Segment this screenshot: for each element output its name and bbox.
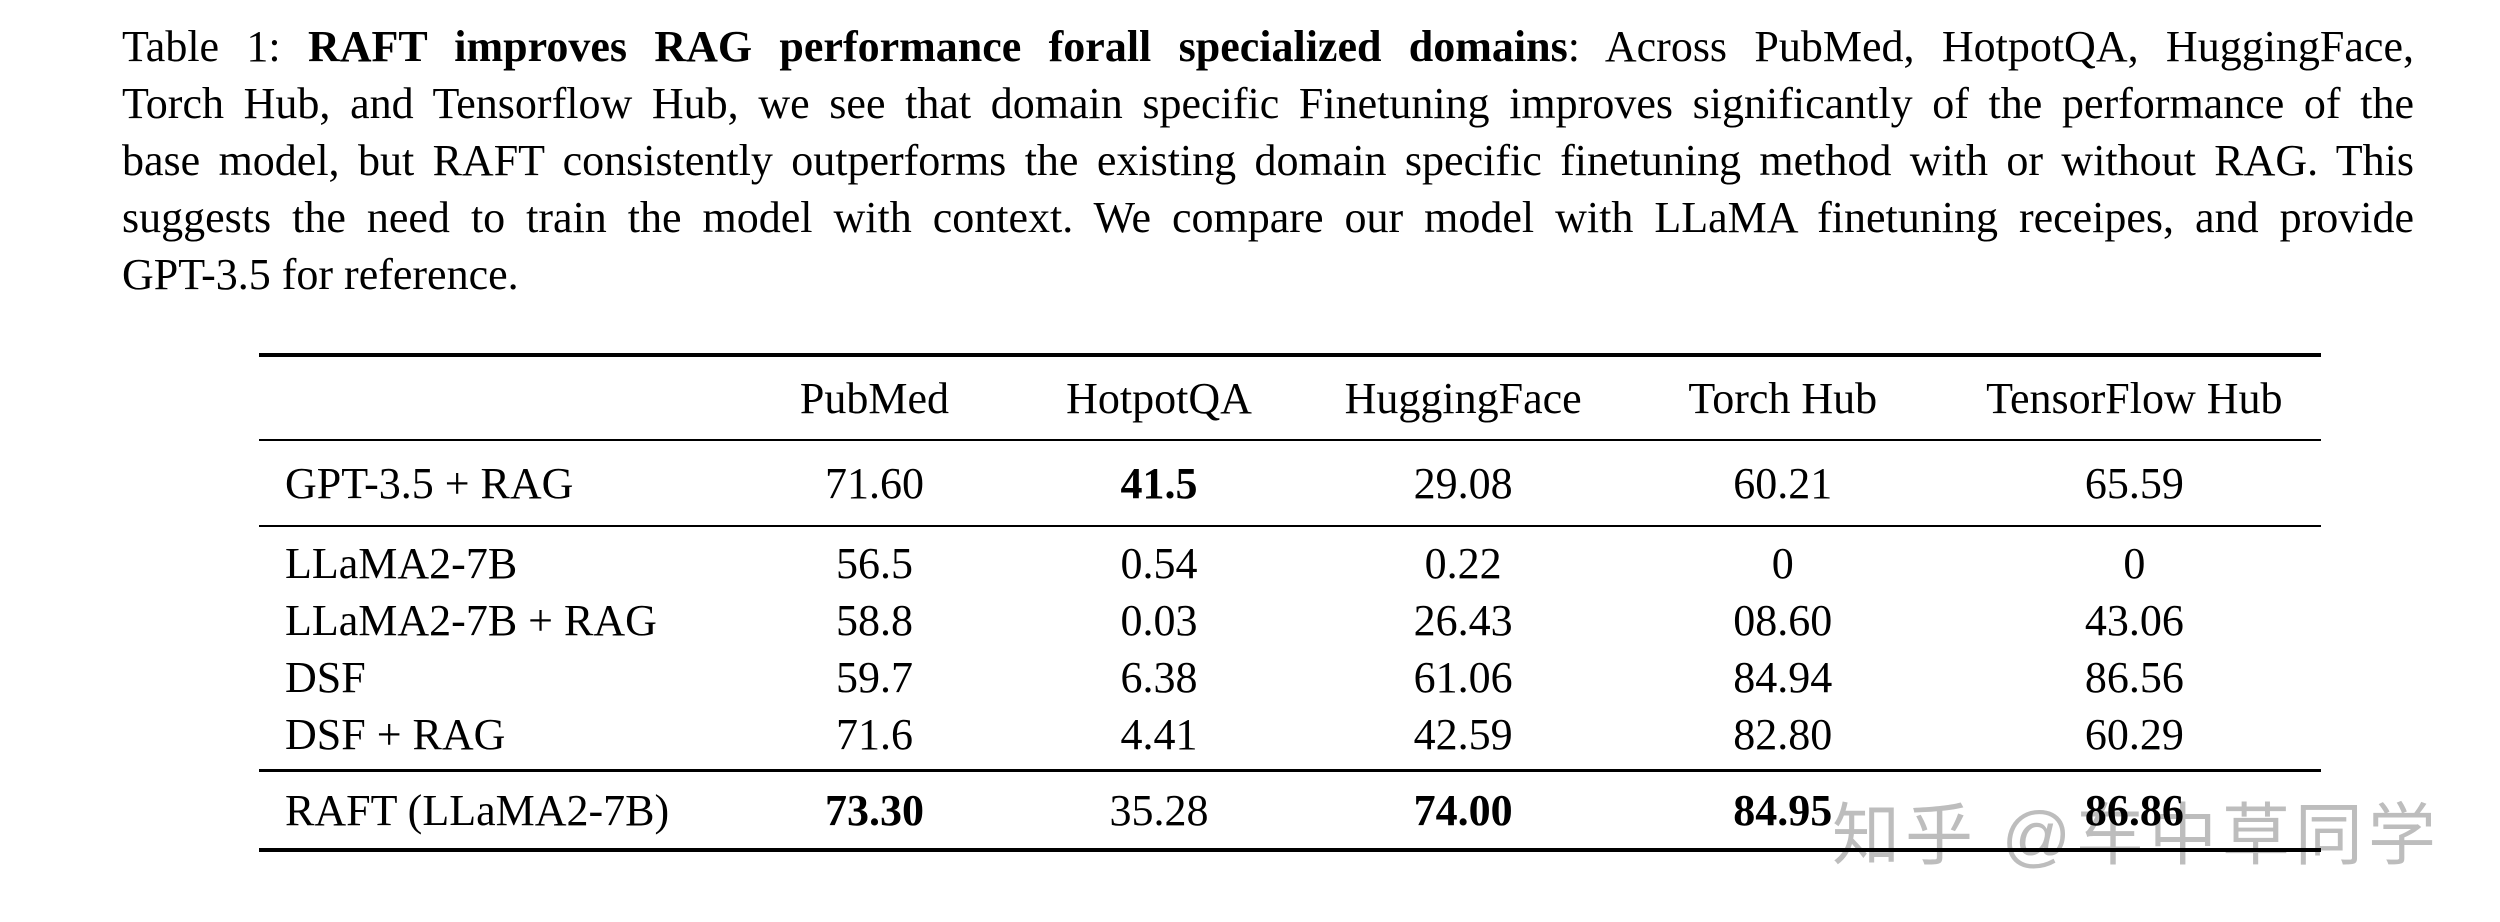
results-table: PubMed HotpotQA HuggingFace Torch Hub Te… (259, 353, 2321, 852)
row-label: GPT-3.5 + RAG (285, 458, 574, 508)
row-label: DSF + RAG (285, 710, 506, 759)
table-header-row: PubMed HotpotQA HuggingFace Torch Hub Te… (259, 357, 2321, 439)
cell-value: 58.8 (835, 596, 913, 645)
table-bottom-rule (259, 848, 2321, 852)
table-caption: Table 1: RAFT improves RAG performance f… (122, 18, 2414, 303)
table-row: DSF + RAG 71.6 4.41 42.59 82.80 60.29 (259, 706, 2321, 763)
table-row: DSF 59.7 6.38 61.06 84.94 86.56 (259, 649, 2321, 706)
row-label: LLaMA2-7B + RAG (285, 596, 657, 645)
caption-line-3: base model, but RAFT consistently outper… (122, 136, 2414, 185)
cell-value: 86.86 (2084, 785, 2184, 835)
cell-value: 42.59 (1413, 710, 1513, 759)
caption-line-1-rest: : Across PubMed, HotpotQA, HuggingFace, (1567, 22, 2414, 71)
cell-value: 6.38 (1120, 653, 1198, 702)
cell-value: 82.80 (1733, 710, 1833, 759)
cell-value: 84.94 (1733, 653, 1833, 702)
column-header-pubmed: PubMed (799, 373, 950, 423)
cell-value: 29.08 (1413, 458, 1513, 508)
column-header-huggingface: HuggingFace (1344, 373, 1582, 423)
caption-line-5: GPT-3.5 for reference. (122, 250, 519, 299)
raft-separator-rule (259, 769, 2321, 772)
cell-value: 43.06 (2084, 596, 2184, 645)
cell-value: 56.5 (835, 539, 913, 588)
cell-value: 73.30 (824, 785, 924, 835)
caption-line-4: suggests the need to train the model wit… (122, 193, 2414, 242)
cell-value: 4.41 (1120, 710, 1198, 759)
cell-value: 86.56 (2084, 653, 2184, 702)
column-header-torch-hub: Torch Hub (1688, 373, 1878, 423)
section-separator-rule (259, 525, 2321, 527)
zhihu-watermark: 知乎 @车中草同学 (1832, 798, 2441, 874)
cell-value: 0 (1771, 539, 1794, 588)
row-label: DSF (285, 653, 366, 702)
cell-value: 84.95 (1733, 785, 1833, 835)
cell-value: 61.06 (1413, 653, 1513, 702)
header-separator-rule (259, 439, 2321, 441)
table-row: GPT-3.5 + RAG 71.60 41.5 29.08 60.21 65.… (259, 441, 2321, 525)
cell-value: 0 (2123, 539, 2146, 588)
cell-value: 71.60 (824, 458, 924, 508)
cell-value: 74.00 (1413, 785, 1513, 835)
table-row: LLaMA2-7B 56.5 0.54 0.22 0 0 (259, 535, 2321, 592)
cell-value: 60.29 (2084, 710, 2184, 759)
caption-line-2: Torch Hub, and Tensorflow Hub, we see th… (122, 79, 2414, 128)
cell-value: 59.7 (835, 653, 913, 702)
column-header-tensorflow-hub: TensorFlow Hub (1986, 373, 2283, 423)
caption-table-number: Table 1: (122, 22, 308, 71)
cell-value: 0.03 (1120, 596, 1198, 645)
baseline-rows-group: LLaMA2-7B 56.5 0.54 0.22 0 0 LLaMA2-7B +… (259, 527, 2321, 769)
cell-value: 60.21 (1733, 458, 1833, 508)
caption-line-1: Table 1: RAFT improves RAG performance f… (122, 18, 2414, 75)
cell-value: 0.22 (1424, 539, 1502, 588)
row-label: LLaMA2-7B (285, 539, 518, 588)
cell-value: 08.60 (1733, 596, 1833, 645)
row-label: RAFT (LLaMA2-7B) (285, 785, 670, 835)
cell-value: 71.6 (835, 710, 913, 759)
caption-bold-title: RAFT improves RAG performance forall spe… (307, 22, 1568, 71)
cell-value: 35.28 (1109, 785, 1209, 835)
cell-value: 41.5 (1120, 458, 1198, 508)
cell-value: 26.43 (1413, 596, 1513, 645)
table-row: LLaMA2-7B + RAG 58.8 0.03 26.43 08.60 43… (259, 592, 2321, 649)
column-header-hotpotqa: HotpotQA (1066, 373, 1252, 423)
table-top-rule (259, 353, 2321, 357)
cell-value: 0.54 (1120, 539, 1198, 588)
table-row: RAFT (LLaMA2-7B) 73.30 35.28 74.00 84.95… (259, 772, 2321, 848)
cell-value: 65.59 (2084, 458, 2184, 508)
